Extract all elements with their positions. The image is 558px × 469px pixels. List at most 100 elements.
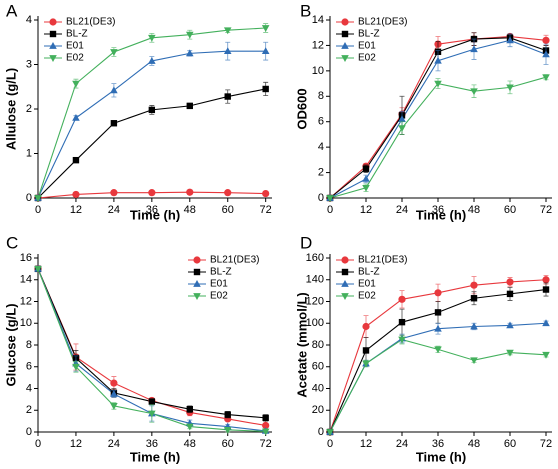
marker [470, 45, 478, 53]
x-axis-title: Time (h) [416, 449, 466, 464]
series-line [329, 322, 547, 433]
marker [434, 346, 442, 354]
y-axis-title: OD600 [294, 88, 309, 129]
panel-label: D [300, 233, 312, 252]
series-line [329, 76, 547, 199]
marker [506, 290, 514, 298]
x-tick-label: 12 [360, 438, 372, 450]
marker [542, 36, 550, 44]
legend-marker [341, 293, 349, 300]
y-tick-label: 14 [20, 274, 32, 286]
marker [362, 165, 370, 172]
legend-marker [49, 30, 57, 38]
legend-marker [341, 55, 349, 62]
legend-label: E02 [210, 291, 228, 302]
marker [110, 403, 118, 410]
x-tick-label: 0 [327, 438, 333, 450]
marker [470, 357, 478, 365]
marker [110, 389, 118, 397]
marker [326, 429, 334, 436]
y-tick-label: 8 [318, 90, 324, 102]
x-tick-label: 0 [35, 204, 41, 216]
y-tick-label: 0 [318, 192, 324, 204]
y-tick-label: 8 [26, 339, 32, 351]
y-axis-title: Acetate (mmol/L) [294, 292, 309, 397]
marker [506, 278, 514, 286]
series-line [37, 268, 266, 419]
x-tick-label: 60 [504, 438, 516, 450]
marker [398, 295, 406, 303]
marker [223, 47, 232, 55]
marker [470, 295, 478, 302]
legend-label: BL21(DE3) [210, 255, 259, 266]
y-tick-label: 10 [20, 317, 32, 329]
x-tick-label: 60 [504, 204, 516, 216]
marker [261, 47, 270, 55]
legend-marker [193, 293, 201, 300]
x-tick-label: 48 [184, 204, 196, 216]
panel-label: A [6, 1, 18, 20]
legend-marker [49, 55, 57, 62]
x-tick-label: 48 [468, 204, 480, 216]
y-tick-label: 0 [318, 426, 324, 438]
x-tick-label: 48 [468, 438, 480, 450]
marker [110, 120, 118, 127]
x-tick-label: 24 [108, 438, 120, 450]
series-line [329, 338, 547, 433]
legend-label: BL21(DE3) [358, 255, 407, 266]
marker [470, 281, 478, 289]
marker [34, 265, 42, 273]
x-tick-label: 12 [70, 438, 82, 450]
marker [434, 309, 442, 316]
y-tick-label: 60 [312, 361, 324, 373]
marker [506, 36, 514, 44]
marker [542, 319, 550, 327]
marker [110, 86, 118, 94]
marker [148, 189, 156, 197]
marker [542, 276, 550, 284]
legend-label: BL-Z [210, 267, 232, 278]
x-tick-label: 36 [146, 438, 158, 450]
legend-label: E02 [358, 53, 376, 64]
legend-label: E01 [358, 41, 376, 52]
legend-label: BL-Z [66, 29, 88, 40]
marker [148, 398, 156, 405]
y-tick-label: 16 [20, 252, 32, 264]
y-tick-label: 6 [26, 361, 32, 373]
marker [148, 410, 156, 418]
y-tick-label: 4 [26, 382, 32, 394]
marker [261, 25, 270, 32]
marker [186, 31, 194, 39]
marker [434, 324, 442, 332]
x-tick-label: 0 [327, 204, 333, 216]
marker [362, 174, 370, 182]
marker [148, 34, 156, 42]
legend-marker [49, 18, 57, 26]
legend-label: BL21(DE3) [358, 17, 407, 28]
marker [72, 156, 80, 164]
marker [434, 289, 442, 297]
y-tick-label: 4 [318, 141, 324, 153]
marker [148, 106, 156, 114]
marker [110, 189, 118, 197]
y-axis-title: Allulose (g/L) [3, 68, 18, 150]
legend-label: BL21(DE3) [66, 17, 115, 28]
marker [261, 428, 270, 436]
y-axis-title: Glucose (g/L) [3, 303, 18, 386]
x-tick-label: 60 [222, 204, 234, 216]
y-tick-label: 6 [318, 116, 324, 128]
x-tick-label: 72 [540, 438, 552, 450]
marker [398, 336, 406, 344]
marker [262, 414, 269, 422]
legend-marker [193, 256, 201, 264]
legend-marker [193, 268, 201, 276]
x-tick-label: 24 [396, 204, 408, 216]
y-tick-label: 2 [26, 404, 32, 416]
legend-marker [193, 280, 201, 287]
marker [223, 426, 232, 434]
legend-label: BL-Z [358, 29, 380, 40]
marker [148, 56, 156, 64]
marker [186, 49, 194, 57]
marker [362, 347, 370, 354]
